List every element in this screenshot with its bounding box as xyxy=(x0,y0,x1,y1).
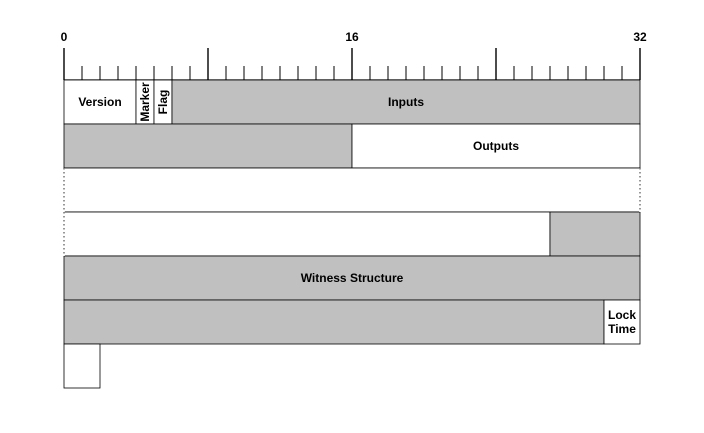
field-outputs-cont-b-box xyxy=(63,211,551,257)
field-witness-end-box xyxy=(63,299,605,345)
bit-ruler: 0 16 32 xyxy=(61,30,647,81)
field-version-box xyxy=(63,79,137,125)
ruler-label-16: 16 xyxy=(345,30,359,44)
field-locktime-end-box xyxy=(63,343,101,389)
field-flag: Flag xyxy=(153,79,173,125)
ruler-label-0: 0 xyxy=(61,30,68,44)
field-marker-label: Marker xyxy=(138,82,152,122)
field-outputs: Outputs xyxy=(351,123,641,169)
field-witness-start xyxy=(549,211,641,257)
field-outputs-cont-b xyxy=(63,211,551,257)
field-inputs-box xyxy=(171,79,641,125)
field-witness-end xyxy=(63,299,605,345)
field-inputs-cont xyxy=(63,123,353,169)
field-locktime-box xyxy=(603,299,641,345)
field-locktime-label: Lock Time xyxy=(608,308,636,336)
field-version: Version xyxy=(63,79,137,125)
field-locktime-end xyxy=(63,343,101,389)
field-outputs-box xyxy=(351,123,641,169)
field-locktime: Lock Time xyxy=(603,299,641,345)
field-rows: Version Marker Flag Inputs Outputs Witness St… xyxy=(63,79,641,389)
field-outputs-label: Outputs xyxy=(473,139,519,153)
continuation-lines xyxy=(63,168,641,256)
field-inputs-cont-box xyxy=(63,123,353,169)
field-witness: Witness Structure xyxy=(63,255,641,301)
field-witness-start-box xyxy=(549,211,641,257)
field-locktime-label-line: Time xyxy=(608,322,636,336)
field-locktime-label-line: Lock xyxy=(608,308,636,322)
field-inputs: Inputs xyxy=(171,79,641,125)
field-inputs-label: Inputs xyxy=(388,95,424,109)
field-witness-label: Witness Structure xyxy=(301,271,404,285)
field-marker: Marker xyxy=(135,79,155,125)
field-witness-box xyxy=(63,255,641,301)
field-version-label: Version xyxy=(78,95,121,109)
field-flag-label: Flag xyxy=(156,90,170,115)
field-outputs-cont-a xyxy=(63,167,641,213)
ruler-label-32: 32 xyxy=(633,30,647,44)
field-outputs-cont-a-box xyxy=(63,167,641,213)
